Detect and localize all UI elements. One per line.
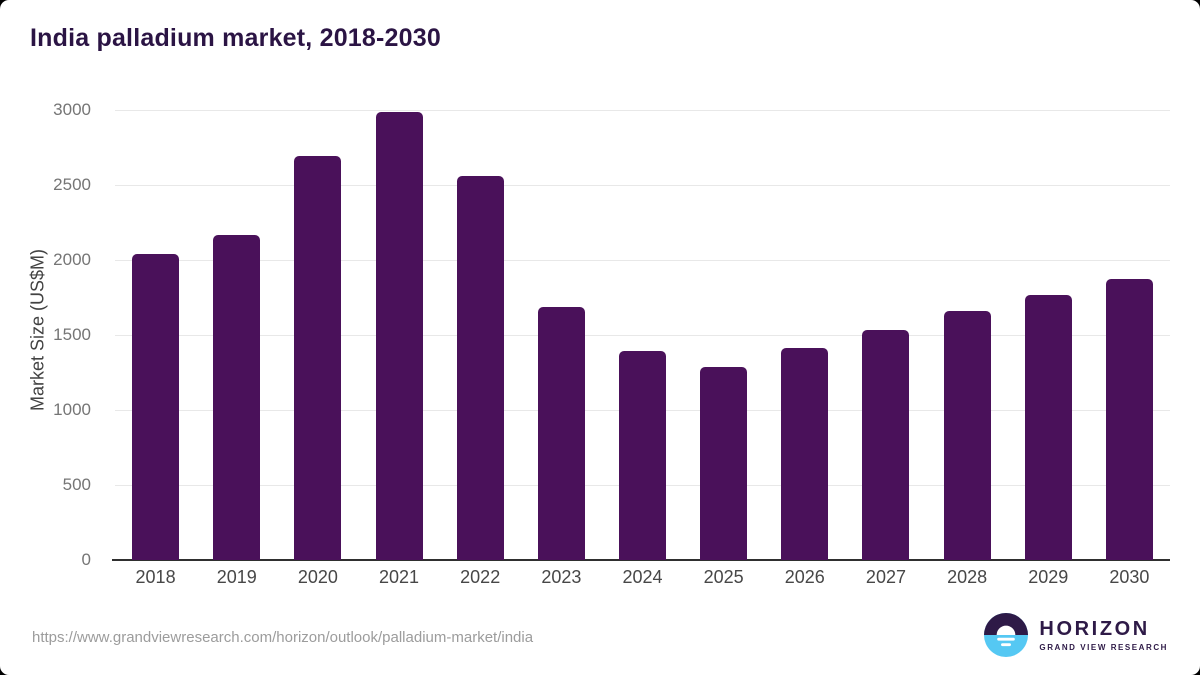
y-tick-2500: 2500 xyxy=(53,174,91,194)
y-tick-1000: 1000 xyxy=(53,399,91,419)
y-tick-2000: 2000 xyxy=(53,249,91,269)
x-tick-2030: 2030 xyxy=(1109,567,1150,587)
x-tick-2026: 2026 xyxy=(784,567,825,587)
bar-2023[interactable] xyxy=(537,306,585,560)
x-tick-2021: 2021 xyxy=(379,567,420,587)
bar-2022[interactable] xyxy=(456,176,504,560)
x-tick-2023: 2023 xyxy=(541,567,582,587)
x-tick-2022: 2022 xyxy=(460,567,501,587)
bar-2028[interactable] xyxy=(943,311,991,560)
bar-2019[interactable] xyxy=(213,235,261,560)
logo-title: HORIZON xyxy=(1039,617,1150,640)
bar-2021[interactable] xyxy=(375,111,423,560)
horizon-logo-icon xyxy=(984,613,1029,657)
x-tick-2019: 2019 xyxy=(216,567,257,587)
gridline-2500 xyxy=(115,184,1170,186)
plot-area xyxy=(112,110,1170,561)
logo-text: HORIZON GRAND VIEW RESEARCH xyxy=(1039,617,1168,652)
x-tick-2027: 2027 xyxy=(865,567,906,587)
x-tick-2025: 2025 xyxy=(703,567,744,587)
y-tick-3000: 3000 xyxy=(53,100,91,119)
bar-2027[interactable] xyxy=(862,329,910,560)
gridline-1500 xyxy=(115,335,1170,336)
y-axis-ticks: 0 500 1000 1500 2000 2500 3000 xyxy=(0,100,103,569)
x-axis-ticks: 2018 2019 2020 2021 2022 2023 2024 2025 2026 2027… xyxy=(115,567,1170,597)
x-axis-line xyxy=(112,559,1170,561)
gridline-3000 xyxy=(115,110,1170,111)
logo-subtitle: GRAND VIEW RESEARCH xyxy=(1039,642,1168,652)
horizon-logo: HORIZON GRAND VIEW RESEARCH xyxy=(984,613,1168,657)
y-tick-1500: 1500 xyxy=(53,325,91,344)
x-tick-2020: 2020 xyxy=(297,567,338,587)
x-tick-2018: 2018 xyxy=(135,567,176,587)
y-tick-500: 500 xyxy=(62,475,91,494)
gridline-2000 xyxy=(115,259,1170,261)
bar-2020[interactable] xyxy=(294,155,342,560)
bar-2025[interactable] xyxy=(700,366,748,560)
source-url: https://www.grandviewresearch.com/horizo… xyxy=(32,629,534,646)
bar-2026[interactable] xyxy=(781,347,829,560)
x-tick-2029: 2029 xyxy=(1028,567,1069,587)
y-tick-0: 0 xyxy=(81,550,91,569)
bar-2030[interactable] xyxy=(1105,278,1153,560)
bar-2018[interactable] xyxy=(132,254,180,560)
bar-2024[interactable] xyxy=(619,350,666,560)
chart-title: India palladium market, 2018-2030 xyxy=(30,24,441,52)
x-tick-2028: 2028 xyxy=(947,567,988,587)
x-tick-2024: 2024 xyxy=(622,567,663,587)
bar-2029[interactable] xyxy=(1024,294,1072,560)
